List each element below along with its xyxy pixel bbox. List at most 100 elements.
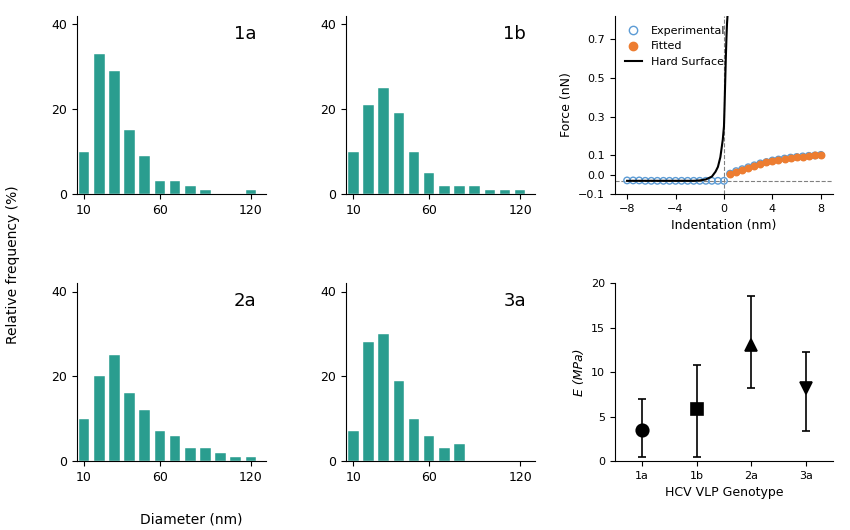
Point — [650, 176, 664, 185]
Point — [790, 153, 803, 161]
Bar — [454, 444, 465, 461]
Point — [772, 155, 785, 164]
Point — [772, 156, 785, 164]
Text: 1a: 1a — [234, 25, 257, 43]
Point — [687, 176, 700, 185]
Point — [790, 153, 803, 162]
Bar — [454, 186, 465, 194]
Point — [681, 176, 694, 185]
Point — [808, 151, 822, 160]
Point — [717, 176, 731, 185]
Point — [729, 167, 743, 175]
Bar — [484, 190, 496, 194]
Bar — [409, 152, 419, 194]
Point — [632, 176, 646, 184]
Point — [766, 156, 779, 165]
Point — [656, 176, 670, 185]
Point — [766, 157, 779, 165]
Bar — [215, 453, 226, 461]
Bar — [155, 181, 165, 194]
X-axis label: HCV VLP Genotype: HCV VLP Genotype — [665, 487, 783, 499]
Point — [802, 152, 815, 160]
Point — [760, 158, 774, 166]
Point — [699, 176, 712, 185]
Bar — [439, 186, 450, 194]
Point — [723, 170, 737, 178]
Bar — [424, 436, 434, 461]
Bar — [363, 105, 374, 194]
Bar — [246, 190, 256, 194]
Point — [760, 158, 774, 166]
Point — [808, 151, 822, 160]
Bar — [515, 190, 525, 194]
Point — [796, 152, 809, 161]
Bar — [246, 457, 256, 461]
Point — [675, 176, 688, 185]
Point — [814, 151, 828, 159]
Point — [741, 163, 755, 172]
Bar — [378, 334, 389, 461]
Point — [747, 161, 761, 170]
Point — [711, 176, 725, 185]
Bar — [170, 436, 180, 461]
Bar — [94, 376, 105, 461]
Point — [802, 152, 815, 160]
Point — [741, 164, 755, 172]
Bar — [155, 431, 165, 461]
Point — [663, 176, 677, 185]
Bar — [348, 152, 359, 194]
Bar — [394, 381, 404, 461]
Bar — [124, 393, 135, 461]
Bar — [500, 190, 510, 194]
Point — [644, 176, 658, 185]
Point — [729, 167, 743, 176]
Bar — [230, 457, 241, 461]
Bar — [363, 342, 374, 461]
Bar — [79, 152, 89, 194]
Bar — [139, 156, 150, 194]
Bar — [439, 448, 450, 461]
Bar — [170, 181, 180, 194]
Point — [784, 153, 797, 162]
Point — [638, 176, 652, 185]
Point — [778, 154, 791, 163]
Text: Diameter (nm): Diameter (nm) — [140, 513, 242, 526]
Point — [747, 162, 761, 170]
Bar — [185, 186, 196, 194]
Bar — [409, 419, 419, 461]
Bar — [348, 431, 359, 461]
Legend: Experimental, Fitted, Hard Surface: Experimental, Fitted, Hard Surface — [620, 21, 729, 72]
Point — [796, 153, 809, 161]
Point — [753, 159, 767, 167]
Bar — [378, 88, 389, 194]
Bar — [185, 448, 196, 461]
Point — [626, 176, 640, 184]
Bar — [79, 419, 89, 461]
Point — [735, 165, 749, 174]
Bar — [424, 173, 434, 194]
Bar — [469, 186, 480, 194]
Bar — [109, 71, 120, 194]
Point — [784, 154, 797, 162]
X-axis label: Indentation (nm): Indentation (nm) — [672, 219, 777, 232]
Y-axis label: E (MPa): E (MPa) — [573, 348, 586, 396]
Bar — [200, 190, 211, 194]
Text: 2a: 2a — [234, 292, 257, 310]
Point — [778, 155, 791, 163]
Bar — [94, 54, 105, 194]
Bar — [124, 130, 135, 194]
Point — [735, 165, 749, 173]
Bar — [200, 448, 211, 461]
Point — [753, 160, 767, 168]
Point — [705, 176, 718, 185]
Text: 3a: 3a — [503, 292, 526, 310]
Point — [693, 176, 706, 185]
Point — [669, 176, 683, 185]
Bar — [139, 410, 150, 461]
Bar — [394, 113, 404, 194]
Point — [620, 176, 634, 184]
Point — [723, 170, 737, 178]
Y-axis label: Force (nN): Force (nN) — [559, 73, 573, 137]
Bar — [109, 355, 120, 461]
Text: 1b: 1b — [503, 25, 526, 43]
